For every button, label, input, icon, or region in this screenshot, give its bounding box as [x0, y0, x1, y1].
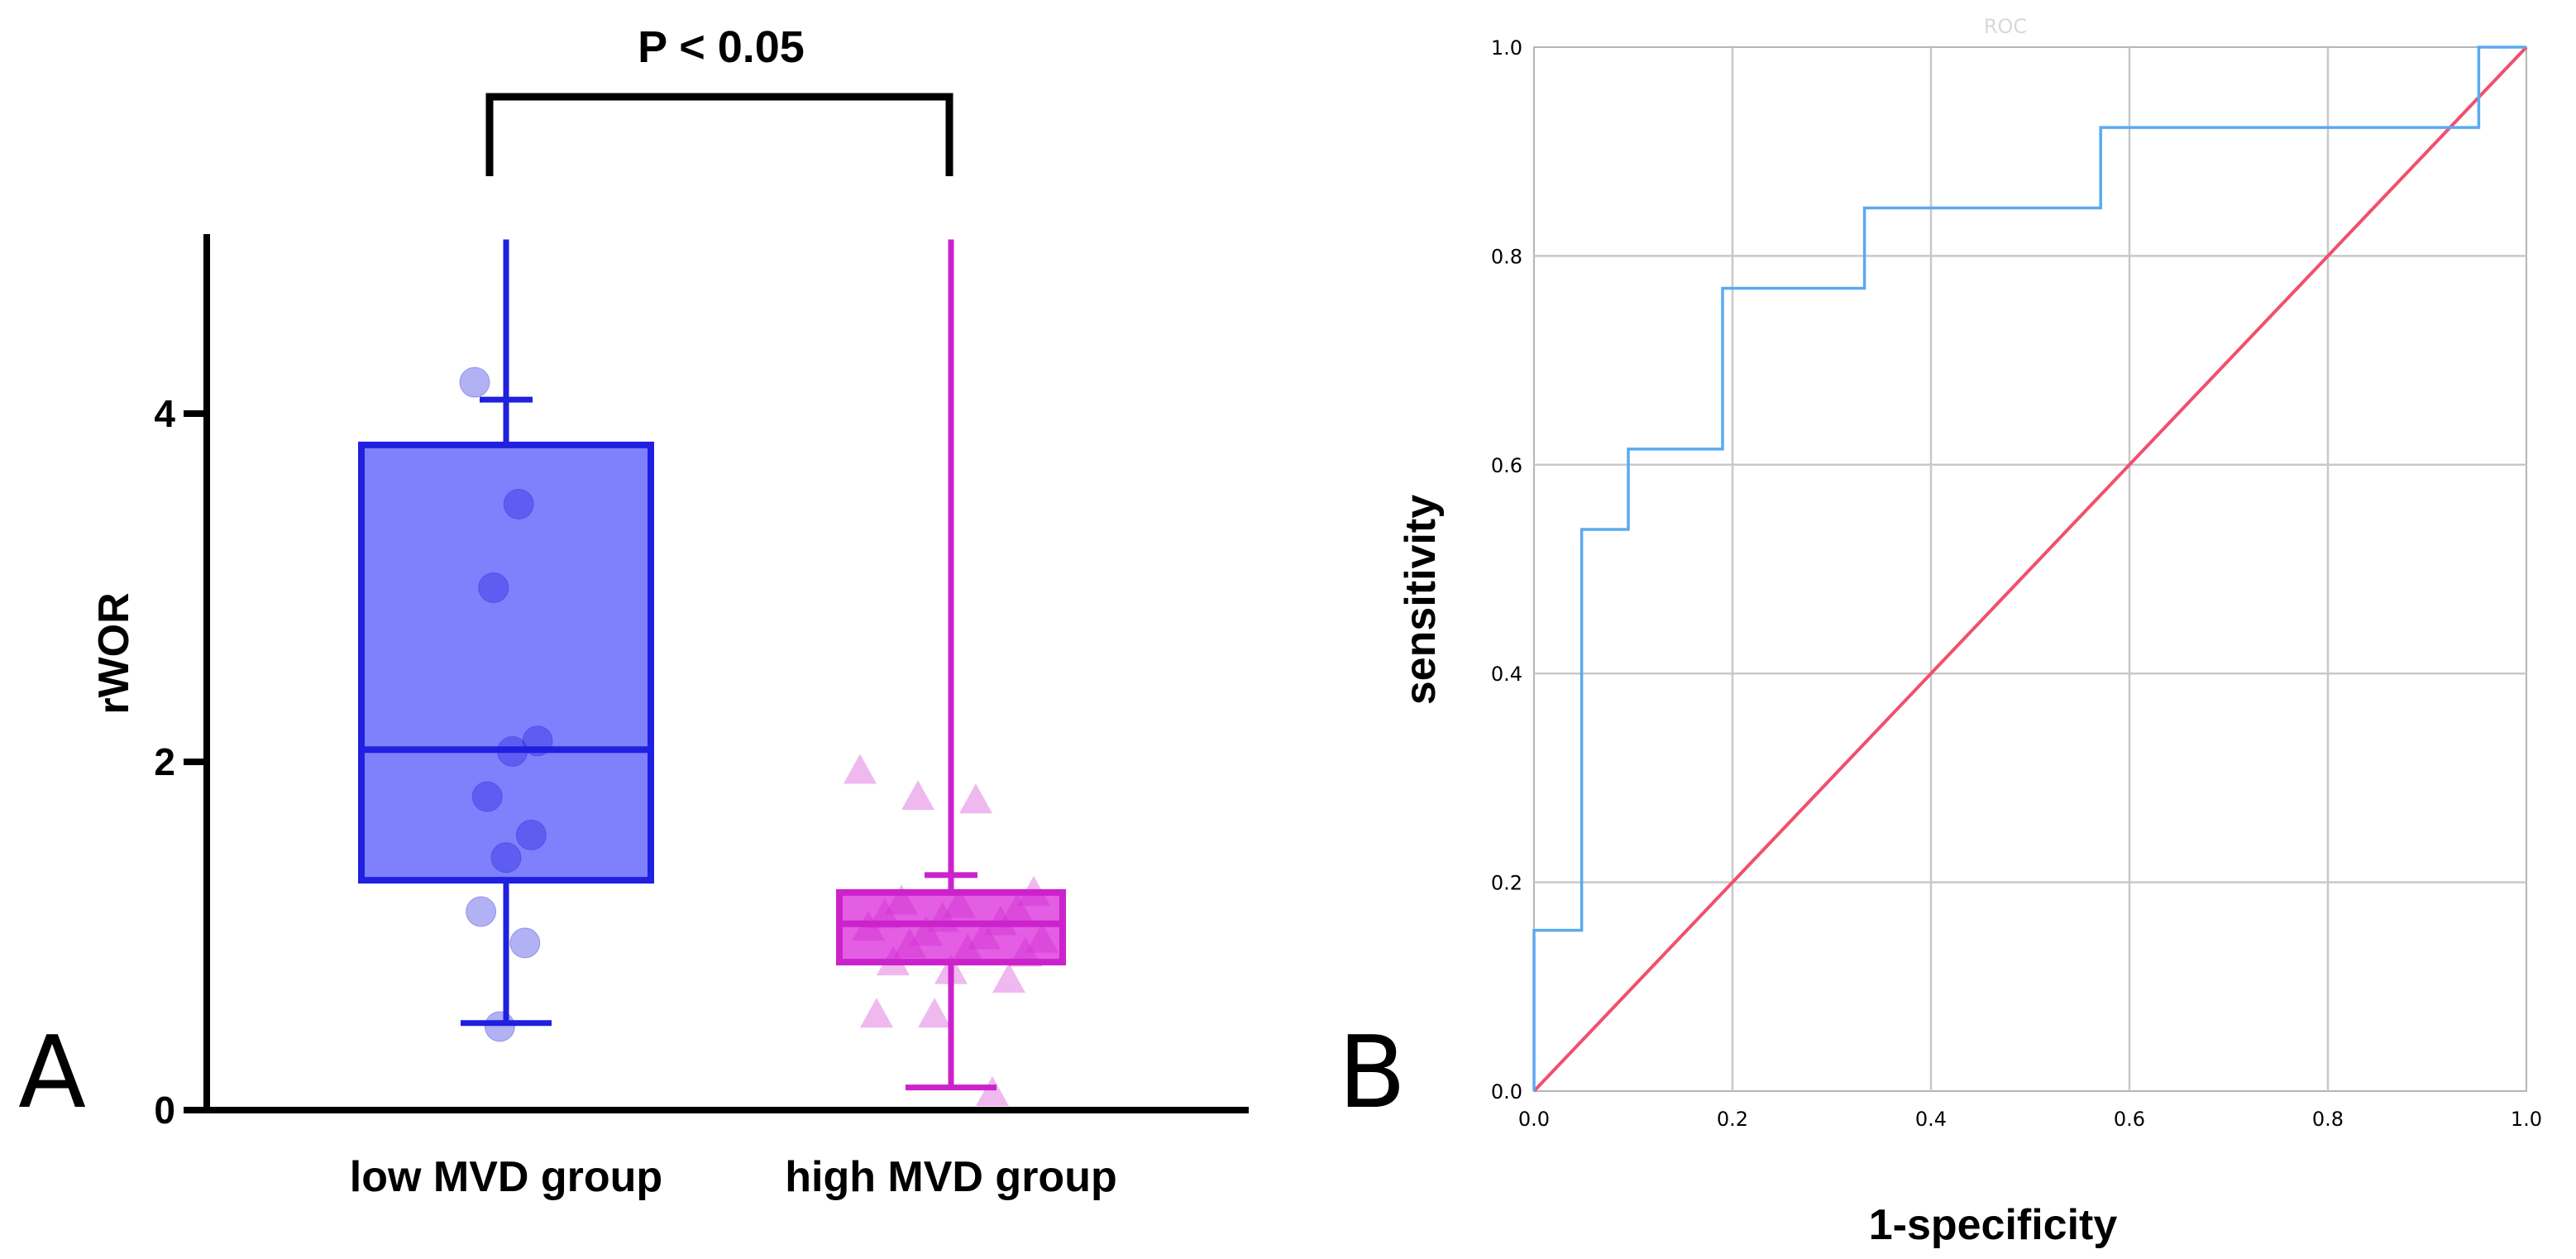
panel-a-category-high: high MVD group	[785, 1153, 1116, 1201]
data-point	[868, 898, 901, 929]
data-point	[515, 819, 547, 850]
panel-a-y-label: rWOR	[90, 592, 138, 714]
box-group-low	[358, 239, 654, 1042]
data-point	[484, 1011, 515, 1042]
significance-bracket	[485, 93, 953, 176]
panel-a-box-plot: 0 2 4 rWOR low MVD group high MVD group P …	[18, 22, 1249, 1201]
panel-label-a: A	[18, 1016, 86, 1131]
panel-b-series	[1532, 45, 2528, 1093]
data-point	[901, 780, 934, 811]
panel-b-x-tick-label: 0.0	[1518, 1108, 1550, 1131]
box-iqr	[358, 441, 654, 884]
data-point	[885, 884, 918, 915]
significance-label: P < 0.05	[638, 22, 805, 72]
panel-b-title: ROC	[1984, 15, 2027, 38]
panel-b-y-tick-label: 0.0	[1491, 1080, 1522, 1103]
data-point	[934, 954, 968, 984]
data-point	[459, 366, 490, 398]
panel-a-y-tick-label: 0	[154, 1089, 175, 1132]
panel-a-boxes	[358, 239, 1066, 1106]
data-point	[951, 933, 984, 964]
panel-b-x-tick-label: 0.8	[2312, 1108, 2344, 1131]
reference-line	[1532, 45, 2528, 1093]
box-group-high	[836, 239, 1066, 1106]
panel-a-y-ticks: 0 2 4	[154, 392, 207, 1132]
panel-b-roc-curve: 0.0 0.2 0.4 0.6 0.8 1.0 0.0 0.2 0.4 0.6 0.8 1.0 ROC…	[1338, 15, 2542, 1249]
panel-b-x-tick-label: 0.2	[1717, 1108, 1748, 1131]
data-point	[1017, 875, 1050, 906]
panel-a-y-tick-label: 4	[154, 392, 175, 435]
panel-b-ticks: 0.0 0.2 0.4 0.6 0.8 1.0 0.0 0.2 0.4 0.6 0.8 1.0	[1491, 36, 2542, 1131]
data-point	[522, 725, 553, 757]
data-point	[943, 888, 976, 918]
panel-a-category-low: low MVD group	[350, 1153, 662, 1201]
data-point	[959, 783, 992, 814]
data-point	[1025, 922, 1059, 953]
panel-b-y-tick-label: 0.4	[1491, 663, 1522, 686]
data-point	[992, 963, 1025, 993]
data-point	[926, 902, 959, 932]
data-point	[877, 945, 910, 976]
panel-label-b: B	[1338, 1016, 1406, 1131]
panel-b-x-tick-label: 1.0	[2511, 1108, 2542, 1131]
panel-b-y-tick-label: 0.2	[1491, 872, 1522, 895]
roc-curve-line	[1532, 45, 2526, 1091]
data-point	[852, 910, 885, 941]
data-point	[1009, 936, 1042, 967]
data-point	[910, 916, 943, 946]
data-point	[503, 488, 534, 519]
panel-b-x-label: 1-specificity	[1869, 1201, 2118, 1249]
panel-b-y-tick-label: 0.6	[1491, 454, 1522, 477]
box-iqr	[836, 888, 1066, 966]
data-point	[471, 781, 503, 812]
data-point	[1001, 893, 1034, 923]
data-point	[918, 998, 951, 1028]
data-point	[844, 754, 877, 784]
panel-b-y-label: sensitivity	[1397, 495, 1445, 705]
data-point	[466, 896, 497, 927]
data-point	[497, 735, 528, 767]
data-point	[976, 1075, 1009, 1106]
panel-b-y-tick-label: 0.8	[1491, 245, 1522, 268]
data-point	[893, 928, 926, 959]
data-point	[509, 927, 541, 959]
panel-b-grid	[1534, 47, 2526, 1091]
panel-b-x-tick-label: 0.6	[2114, 1108, 2145, 1131]
data-point	[968, 919, 1001, 950]
panel-a-y-tick-label: 2	[154, 740, 175, 783]
panel-b-y-tick-label: 1.0	[1491, 36, 1522, 60]
data-point	[984, 905, 1017, 936]
data-point	[860, 998, 893, 1028]
panel-b-x-tick-label: 0.4	[1915, 1108, 1947, 1131]
data-point	[490, 842, 522, 874]
data-point	[478, 572, 509, 603]
